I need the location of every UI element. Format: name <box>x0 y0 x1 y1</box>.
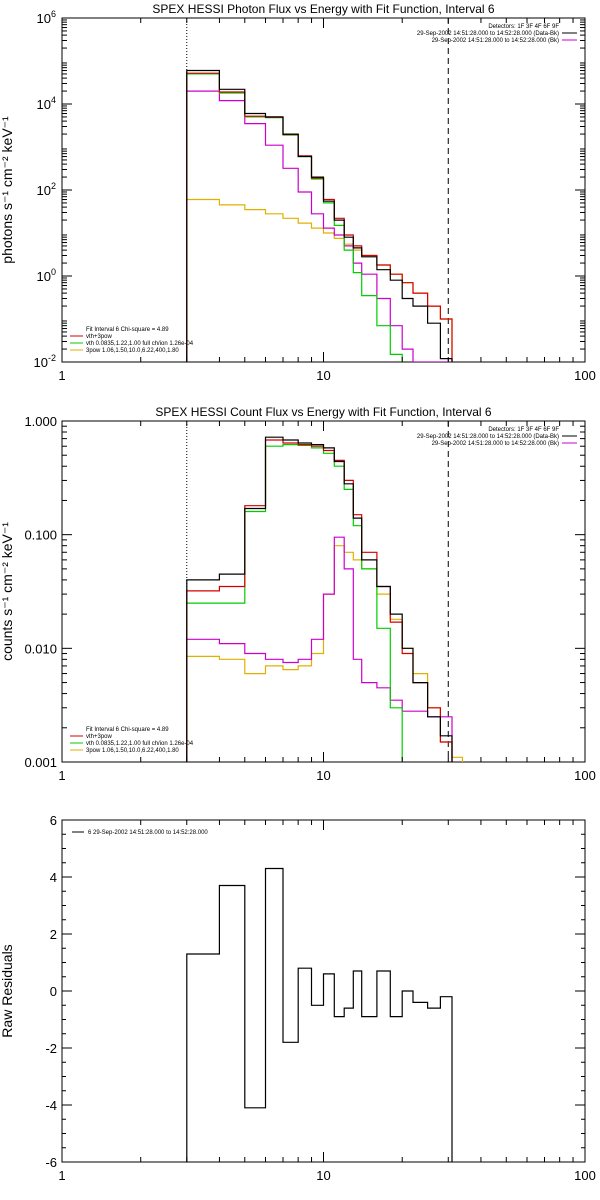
x-tick-label: 100 <box>574 1168 596 1183</box>
legend-entry: Fit Interval 6 Chi-square = 4.89 <box>86 327 169 333</box>
y-tick-label: 4 <box>50 870 57 885</box>
y-tick-label: 1.000 <box>24 414 57 429</box>
plot-frame <box>61 420 586 763</box>
legend-entry: vth 0.0835,1.22,1.00 full ch/ion 1.26e-0… <box>86 341 194 347</box>
y-tick-label: 10-2 <box>34 353 56 370</box>
x-tick-label: 1 <box>58 368 65 383</box>
y-tick-label: 100 <box>37 267 56 284</box>
x-tick-label: 10 <box>316 368 330 383</box>
x-tick-label: 1 <box>58 768 65 783</box>
x-tick-label: 10 <box>316 1168 330 1183</box>
series-total <box>186 439 464 762</box>
chart-title: SPEX HESSI Count Flux vs Energy with Fit… <box>155 405 491 419</box>
y-tick-label: 0.010 <box>24 641 57 656</box>
y-tick-label: 104 <box>37 95 56 112</box>
legend-entry: 3pow 1.06,1.50,10.0,6.22,400,1.80 <box>86 748 179 754</box>
series-data <box>186 69 453 362</box>
panel-2: SPEX HESSI Count Flux vs Energy with Fit… <box>0 405 596 783</box>
y-tick-label: 106 <box>37 9 56 26</box>
legend-entry: 6 29-Sep-2002 14:51:28.000 to 14:52:28.0… <box>88 830 208 836</box>
header-line: 29-Sep-2002 14:51:28.000 to 14:52:28.000… <box>417 434 559 440</box>
y-tick-label: 2 <box>50 927 57 942</box>
y-tick-label: -4 <box>45 1098 57 1113</box>
y-tick-label: -6 <box>45 1155 57 1170</box>
y-tick-label: 6 <box>50 813 57 828</box>
series-vth <box>186 73 453 362</box>
chart-title: SPEX HESSI Photon Flux vs Energy with Fi… <box>152 2 494 16</box>
legend-entry: 3pow 1.06,1.50,10.0,6.22,400,1.80 <box>86 348 179 354</box>
legend-entry: vth+3pow <box>86 334 113 340</box>
y-axis-label: photons s⁻¹ cm⁻² keV⁻¹ <box>0 116 15 264</box>
series-data <box>186 436 464 762</box>
y-tick-label: 0.100 <box>24 528 57 543</box>
x-tick-label: 10 <box>316 768 330 783</box>
y-tick-label: 0.001 <box>24 755 57 770</box>
series-data <box>186 867 453 1162</box>
x-tick-label: 100 <box>574 768 596 783</box>
panel-3: 1 10 100 -6 -4 -2 0 2 4 6 Raw Residuals 6 29-Sep-20… <box>0 813 596 1183</box>
panel-1: SPEX HESSI Photon Flux vs Energy with Fi… <box>0 2 596 383</box>
x-tick-label: 1 <box>58 1168 65 1183</box>
y-axis-label: counts s⁻¹ cm⁻² keV⁻¹ <box>0 522 15 661</box>
header-line: 29-Sep-2002 14:51:28.000 to 14:52:28.000… <box>417 31 559 37</box>
header-line: 29-Sep-2002 14:51:28.000 to 14:52:28.000… <box>432 441 559 447</box>
y-tick-label: -2 <box>45 1041 57 1056</box>
series-bk <box>186 90 452 362</box>
legend-entry: vth+3pow <box>86 734 113 740</box>
series-bk <box>186 536 464 762</box>
x-tick-label: 100 <box>574 368 596 383</box>
series-total <box>186 72 453 362</box>
plot-area <box>186 867 453 1162</box>
y-tick-label: 102 <box>37 181 56 198</box>
legend-entry: Fit Interval 6 Chi-square = 4.89 <box>86 727 169 733</box>
plot-area <box>186 421 464 762</box>
header-line: Detectors: 1F 3F 4F 6F 9F <box>488 427 559 433</box>
series-pow <box>186 198 453 362</box>
header-line: 29-Sep-2002 14:51:28.000 to 14:52:28.000… <box>432 38 559 44</box>
series-pow <box>186 545 464 762</box>
y-tick-label: 0 <box>50 984 57 999</box>
header-line: Detectors: 1F 3F 4F 6F 9F <box>488 24 559 30</box>
series-vth <box>186 444 464 762</box>
plot-area <box>186 18 453 362</box>
y-axis-label: Raw Residuals <box>0 944 15 1037</box>
legend-entry: vth 0.0835,1.22,1.00 full ch/ion 1.26e-0… <box>86 741 194 747</box>
